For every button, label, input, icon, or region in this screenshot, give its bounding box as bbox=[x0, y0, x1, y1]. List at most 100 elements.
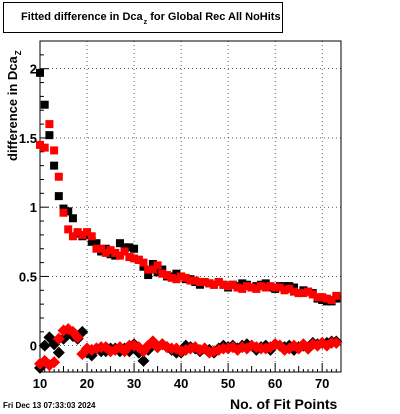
chart-title: Fitted difference in Dca bbox=[21, 11, 143, 23]
data-point-square-series-1 bbox=[322, 294, 331, 303]
data-point-square-series-1 bbox=[200, 277, 209, 286]
data-point-square-series-1 bbox=[125, 253, 134, 262]
chart-title-rest: for Global Rec All NoHits bbox=[150, 11, 281, 23]
data-point-square-series-1 bbox=[115, 251, 124, 260]
data-point-square-series-1 bbox=[92, 244, 101, 253]
data-point-square-series-0 bbox=[144, 271, 153, 280]
data-point-square-series-1 bbox=[332, 291, 341, 300]
data-point-square-series-1 bbox=[261, 283, 270, 292]
data-point-square-series-1 bbox=[148, 265, 157, 274]
data-point-square-series-1 bbox=[275, 283, 284, 292]
data-point-square-series-0 bbox=[45, 131, 54, 140]
y-tick-label: 0 bbox=[30, 339, 37, 354]
data-point-square-series-1 bbox=[101, 248, 110, 257]
data-point-square-series-0 bbox=[289, 283, 298, 292]
data-point-square-series-1 bbox=[219, 280, 228, 289]
data-point-square-series-0 bbox=[64, 207, 73, 216]
data-point-square-series-0 bbox=[59, 204, 68, 213]
data-point-square-series-1 bbox=[87, 232, 96, 241]
data-point-square-series-1 bbox=[195, 277, 204, 286]
data-point-square-series-0 bbox=[148, 259, 157, 268]
data-point-square-series-0 bbox=[68, 214, 77, 223]
data-point-square-series-0 bbox=[92, 239, 101, 248]
data-point-square-series-0 bbox=[106, 250, 115, 259]
data-point-square-series-1 bbox=[210, 280, 219, 289]
data-point-square-series-1 bbox=[162, 271, 171, 280]
data-point-square-series-1 bbox=[177, 272, 186, 281]
data-point-square-series-0 bbox=[238, 279, 247, 288]
data-point-square-series-1 bbox=[45, 120, 54, 129]
data-point-square-series-1 bbox=[205, 279, 214, 288]
data-point-square-series-1 bbox=[111, 248, 120, 257]
data-point-square-series-0 bbox=[280, 282, 289, 291]
data-point-square-series-1 bbox=[36, 140, 44, 149]
data-point-square-series-0 bbox=[40, 100, 49, 109]
x-axis-label: No. of Fit Points bbox=[230, 396, 338, 412]
data-point-diamond-series-3 bbox=[48, 356, 61, 369]
data-point-square-series-1 bbox=[54, 172, 63, 181]
data-point-square-series-0 bbox=[36, 68, 44, 77]
data-point-square-series-1 bbox=[299, 289, 308, 298]
data-point-square-series-1 bbox=[280, 286, 289, 295]
x-tick-label: 50 bbox=[221, 376, 235, 391]
x-tick-label: 60 bbox=[268, 376, 282, 391]
data-point-square-series-1 bbox=[318, 293, 327, 302]
data-point-square-series-1 bbox=[172, 275, 181, 284]
y-axis-label: difference in DcaZ bbox=[5, 31, 23, 161]
data-point-square-series-1 bbox=[285, 284, 294, 293]
data-point-square-series-0 bbox=[87, 237, 96, 246]
data-point-diamond-series-2 bbox=[52, 346, 65, 359]
data-point-square-series-1 bbox=[130, 254, 139, 263]
data-point-square-series-0 bbox=[50, 161, 59, 170]
data-point-square-series-0 bbox=[130, 244, 139, 253]
timestamp-footer: Fri Dec 13 07:33:03 2024 bbox=[3, 401, 96, 410]
x-tick-label: 10 bbox=[33, 376, 47, 391]
data-point-square-series-0 bbox=[261, 279, 270, 288]
data-point-square-series-1 bbox=[120, 247, 129, 256]
data-point-square-series-0 bbox=[54, 192, 63, 201]
plot-frame bbox=[39, 40, 342, 373]
data-point-square-series-1 bbox=[50, 146, 59, 155]
y-tick-label: 2 bbox=[30, 62, 37, 77]
data-point-square-series-1 bbox=[313, 293, 322, 302]
data-point-square-series-1 bbox=[59, 208, 68, 217]
data-point-square-series-0 bbox=[125, 243, 134, 252]
chart-title-subscript: z bbox=[143, 19, 148, 26]
data-point-square-series-1 bbox=[97, 244, 106, 253]
data-point-square-series-1 bbox=[289, 287, 298, 296]
data-point-square-series-1 bbox=[186, 276, 195, 285]
data-point-square-series-1 bbox=[327, 295, 336, 304]
x-tick-label: 40 bbox=[174, 376, 188, 391]
data-point-square-series-0 bbox=[139, 262, 148, 271]
data-point-diamond-series-3 bbox=[71, 331, 84, 344]
x-tick-label: 30 bbox=[127, 376, 141, 391]
data-point-square-series-1 bbox=[73, 228, 82, 237]
x-tick-label: 70 bbox=[315, 376, 329, 391]
data-point-square-series-0 bbox=[115, 239, 124, 248]
data-point-square-series-1 bbox=[233, 283, 242, 292]
data-point-square-series-0 bbox=[172, 269, 181, 278]
data-point-square-series-1 bbox=[228, 280, 237, 289]
data-point-square-series-1 bbox=[247, 283, 256, 292]
data-point-square-series-1 bbox=[83, 228, 92, 237]
data-point-square-series-1 bbox=[167, 273, 176, 282]
data-point-square-series-1 bbox=[304, 287, 313, 296]
data-point-square-series-0 bbox=[120, 243, 129, 252]
y-tick-label: 1 bbox=[30, 200, 37, 215]
data-point-square-series-1 bbox=[308, 290, 317, 299]
data-point-square-series-1 bbox=[134, 255, 143, 264]
y-axis-label-main: difference in Dca bbox=[5, 56, 20, 161]
data-point-square-series-1 bbox=[271, 283, 280, 292]
x-tick-label: 20 bbox=[80, 376, 94, 391]
data-point-square-series-1 bbox=[139, 258, 148, 267]
data-point-square-series-0 bbox=[158, 265, 167, 274]
y-axis-label-subscript: Z bbox=[14, 50, 23, 56]
data-point-square-series-0 bbox=[153, 268, 162, 277]
data-point-square-series-1 bbox=[158, 269, 167, 278]
data-point-square-series-1 bbox=[252, 284, 261, 293]
data-point-square-series-1 bbox=[224, 282, 233, 291]
chart-title-box: Fitted difference in Dcaz for Global Rec… bbox=[3, 2, 283, 33]
data-point-square-series-1 bbox=[78, 230, 87, 239]
data-point-square-series-1 bbox=[181, 273, 190, 282]
